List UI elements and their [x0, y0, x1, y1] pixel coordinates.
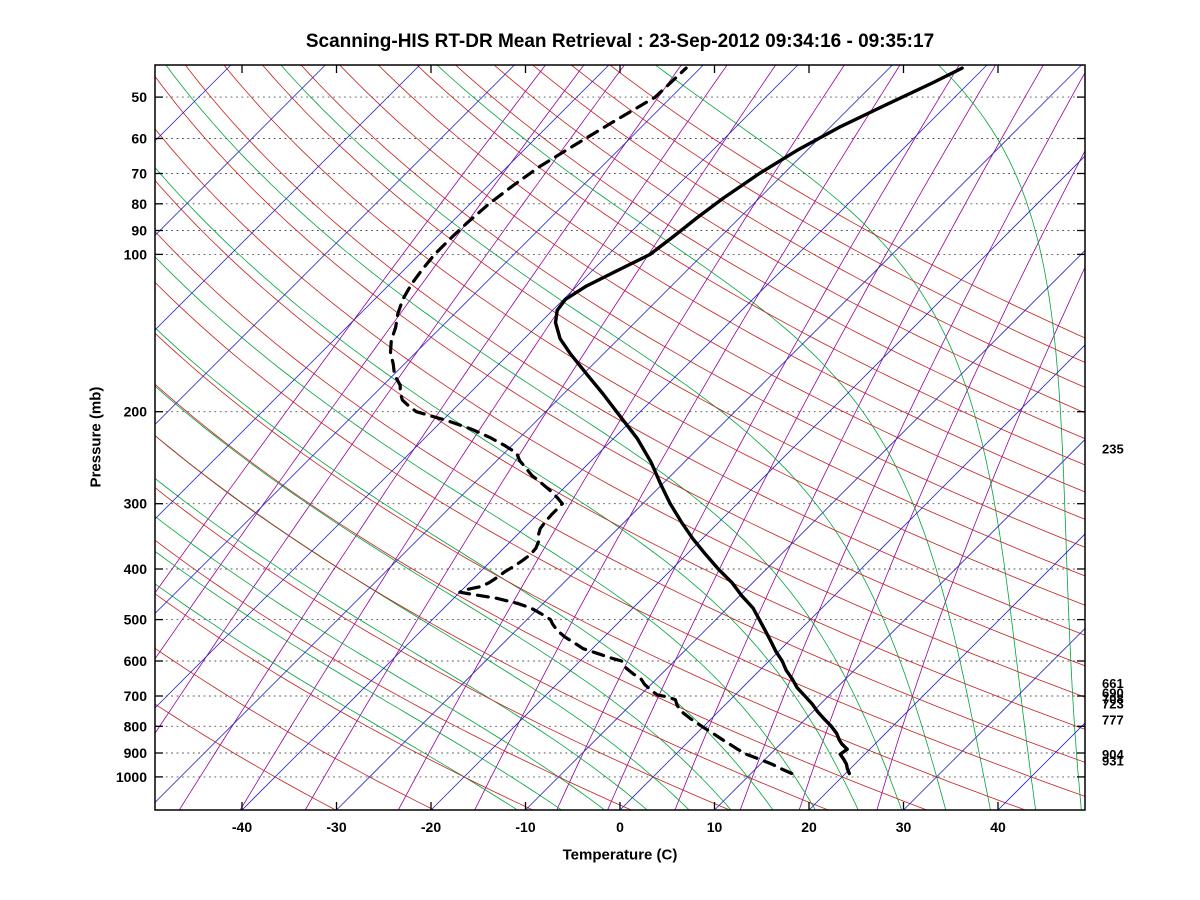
x-tick-label: -10 [515, 819, 535, 835]
y-tick-label: 800 [124, 718, 148, 734]
right-edge-label: 931 [1102, 754, 1124, 769]
y-tick-label: 70 [131, 166, 147, 182]
y-tick-label: 50 [131, 89, 147, 105]
y-tick-label: 80 [131, 196, 147, 212]
pressure-gridlines [155, 96, 1085, 778]
right-edge-label: 777 [1102, 713, 1124, 728]
y-tick-labels: 50 60 70 80 90 100 200 300 400 500 600 700 800 900 100… [116, 89, 147, 785]
mixing-ratio-lines [155, 65, 1085, 810]
x-tick-label: -20 [421, 819, 441, 835]
x-tick-labels: -40 -30 -20 -10 0 10 20 30 40 [232, 819, 1006, 835]
y-tick-label: 60 [131, 131, 147, 147]
y-tick-label: 90 [131, 223, 147, 239]
y-tick-label: 600 [124, 653, 148, 669]
y-tick-label: 300 [124, 496, 148, 512]
x-tick-label: 10 [707, 819, 723, 835]
right-edge-label: 723 [1102, 696, 1124, 711]
y-tick-label: 1000 [116, 769, 147, 785]
x-tick-label: -30 [326, 819, 346, 835]
y-tick-label: 400 [124, 561, 148, 577]
y-tick-label: 500 [124, 612, 148, 628]
right-edge-label: 661 [1102, 676, 1124, 691]
x-tick-label: 20 [801, 819, 817, 835]
x-tick-label: 0 [616, 819, 624, 835]
right-edge-label: 708 [1102, 692, 1124, 707]
isotherms [155, 65, 1085, 810]
right-edge-label: 235 [1102, 441, 1124, 456]
x-tick-label: -40 [232, 819, 252, 835]
x-axis-label: Temperature (C) [562, 846, 678, 864]
dry-adiabats [155, 65, 1085, 810]
y-tick-label: 200 [124, 404, 148, 420]
temperature-curve [553, 66, 964, 776]
moist-adiabats [155, 65, 1082, 810]
dewpoint-curve [388, 66, 794, 776]
y-tick-label: 900 [124, 745, 148, 761]
right-edge-label: 904 [1102, 747, 1124, 762]
y-tick-label: 100 [124, 246, 148, 262]
x-tick-label: 40 [990, 819, 1006, 835]
y-tick-label: 700 [124, 688, 148, 704]
chart-title: Scanning-HIS RT-DR Mean Retrieval : 23-S… [305, 31, 935, 52]
axis-ticks [155, 65, 1085, 810]
x-tick-label: 30 [896, 819, 912, 835]
y-axis-label: Pressure (mb) [87, 386, 105, 488]
right-edge-label: 690 [1102, 686, 1124, 701]
